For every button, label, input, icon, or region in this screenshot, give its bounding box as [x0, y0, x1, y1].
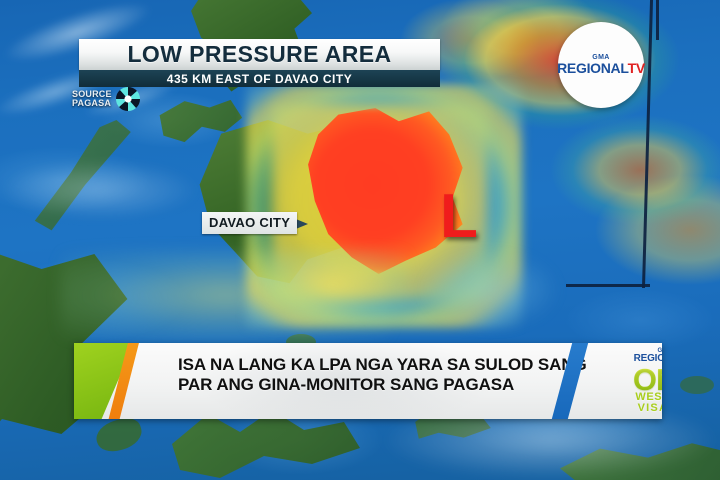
program-logo-region-line-1: WESTERN	[635, 390, 662, 403]
source-credit-text: SOURCE PAGASA	[72, 88, 112, 108]
pagasa-pinwheel-icon	[115, 86, 141, 112]
davao-city-label-text: DAVAO CITY	[209, 215, 291, 230]
source-credit: SOURCE PAGASA	[72, 86, 148, 112]
headline-title-bar: LOW PRESSURE AREA	[79, 39, 440, 70]
low-pressure-marker: L	[440, 182, 478, 251]
lower-third-text: ISA NA LANG KA LPA NGA YARA SA SULOD SAN…	[178, 355, 587, 395]
cloud-band	[0, 160, 200, 220]
program-logo-region: WESTERN VISAYAS	[635, 390, 662, 414]
headline-subtitle-bar: 435 KM EAST OF DAVAO CITY	[79, 70, 440, 87]
network-logo-regional: REGIONAL	[557, 60, 628, 76]
program-logo-region-line-2: VISAYAS	[637, 401, 662, 414]
program-logo-title: ONE	[633, 364, 662, 394]
program-logo-regional: REGIONAL	[633, 353, 662, 365]
lower-third-watermark	[194, 343, 494, 419]
program-logo-gma-text: GMA	[657, 348, 662, 355]
landmass-island-small	[680, 376, 714, 394]
network-logo-bug: GMA REGIONALTV	[557, 22, 645, 108]
source-label: SOURCE	[72, 88, 112, 99]
network-logo-tv: TV	[627, 60, 646, 76]
lower-third-line-1: ISA NA LANG KA LPA NGA YARA SA SULOD SAN…	[178, 355, 587, 374]
program-logo-network: REGIONALTV	[634, 354, 662, 365]
convection-wisp	[258, 250, 408, 320]
lower-third-banner: ISA NA LANG KA LPA NGA YARA SA SULOD SAN…	[74, 343, 662, 419]
source-agency: PAGASA	[72, 98, 112, 108]
davao-city-label: DAVAO CITY	[202, 212, 298, 234]
par-boundary-line	[566, 284, 650, 287]
headline-title: LOW PRESSURE AREA	[127, 41, 392, 67]
par-boundary-line	[656, 0, 659, 40]
program-logo-one-western-visayas: GMA REGIONALTV ONE WESTERN VISAYAS	[590, 345, 662, 417]
network-logo-gma-text: GMA	[592, 54, 610, 61]
headline-banner: LOW PRESSURE AREA 435 KM EAST OF DAVAO C…	[79, 39, 440, 87]
lower-third-line-2: PAR ANG GINA-MONITOR SANG PAGASA	[178, 375, 515, 395]
convection-wisp	[420, 250, 560, 330]
network-logo-name: REGIONALTV	[557, 60, 645, 76]
headline-subtitle: 435 KM EAST OF DAVAO CITY	[166, 71, 353, 86]
